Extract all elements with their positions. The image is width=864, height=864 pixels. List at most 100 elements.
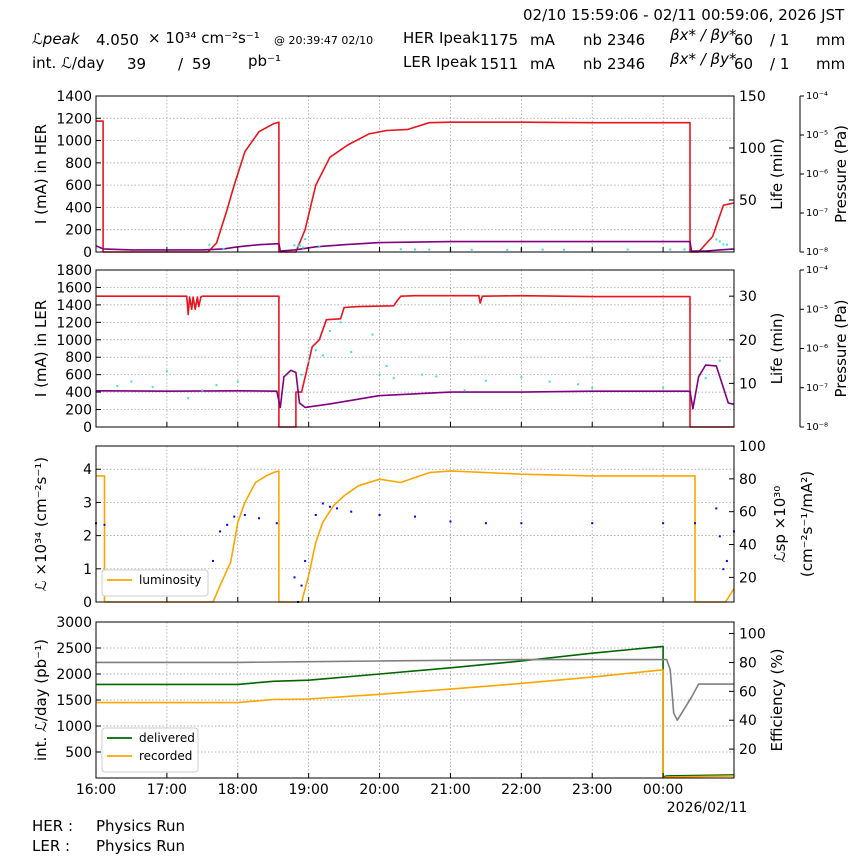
ler-nb-label: nb — [583, 55, 603, 73]
ler-ipeak-unit: mA — [530, 55, 555, 73]
her-pressure-tick-label: 10⁻⁵ — [806, 130, 828, 141]
ler-pressure-tick-label: 10⁻⁸ — [806, 422, 828, 433]
luminosity-specific-point — [591, 522, 594, 525]
her-pressure-tick-label: 10⁻⁸ — [806, 247, 828, 258]
integrated-ytick-label: 2000 — [56, 667, 92, 683]
luminosity-specific-point — [520, 522, 523, 525]
ler-pressure-point — [187, 397, 190, 400]
her-beta-y: / 1 — [770, 31, 790, 49]
luminosity-ytick-label: 2 — [83, 529, 92, 545]
x-tick-label: 16:00 — [76, 782, 116, 798]
ler-pressure-point — [371, 333, 374, 336]
ler-beta-label: βx* / βy* — [670, 50, 737, 68]
ler-pressure-point — [201, 389, 204, 392]
x-tick-label: 23:00 — [572, 782, 612, 798]
ler-pressure-point — [662, 386, 665, 389]
her-pressure-point — [541, 248, 544, 251]
integrated-efficiency-line — [96, 658, 734, 722]
her-ytick-label: 1200 — [56, 111, 92, 127]
her-status-label: HER : — [32, 817, 74, 835]
int-lumi-slash: / — [178, 55, 184, 73]
luminosity-y2label-units: (cm⁻²s⁻¹/mA²) — [798, 471, 816, 577]
ler-ytick-label: 1200 — [56, 315, 92, 331]
ler-pressure-tick-label: 10⁻⁷ — [806, 383, 828, 394]
luminosity-y2label: ℒsp ×10³⁰ — [771, 486, 789, 563]
luminosity-ytick-label: 0 — [83, 595, 92, 611]
x-tick-label: 21:00 — [430, 782, 470, 798]
ler-pressure-point — [328, 330, 331, 333]
her-frame — [95, 95, 735, 253]
her-pressure-point — [715, 238, 718, 241]
luminosity-specific-point — [350, 510, 353, 513]
luminosity-specific-point — [336, 507, 339, 510]
lpeak-unit: × 10³⁴ cm⁻²s⁻¹ — [148, 29, 260, 47]
her-pressure-point — [293, 244, 296, 247]
luminosity-specific-point — [293, 576, 296, 579]
integrated-y2tick-label: 40 — [739, 713, 757, 729]
integrated-y2tick-label: 100 — [739, 627, 766, 643]
her-pressure-point — [722, 243, 725, 246]
luminosity-specific-point — [715, 507, 718, 510]
integrated-y2label: Efficiency (%) — [768, 649, 786, 752]
integrated-y2tick-label: 60 — [739, 684, 757, 700]
ler-beta-x: 60 — [734, 55, 754, 73]
her-y2tick-label: 150 — [739, 89, 766, 105]
ler-pressure-tick-label: 10⁻⁴ — [806, 265, 828, 276]
luminosity-specific-point — [722, 568, 725, 571]
her-pressure-point — [399, 248, 402, 251]
ler-ylabel: I (mA) in LER — [32, 300, 50, 397]
ler-pressure-point — [484, 379, 487, 382]
luminosity-specific-point — [258, 517, 261, 520]
ler-ytick-label: 800 — [65, 350, 92, 366]
lpeak-time: @ 20:39:47 02/10 — [274, 34, 374, 47]
ler-ytick-label: 1600 — [56, 280, 92, 296]
her-nb-value: 2346 — [607, 31, 646, 49]
her-pressure-point — [626, 248, 629, 251]
ler-ytick-label: 1400 — [56, 298, 92, 314]
integrated-y2tick-label: 80 — [739, 655, 757, 671]
ler-pressure-point — [421, 373, 424, 376]
her-beta-label: βx* / βy* — [670, 26, 737, 44]
ler-pressure-point — [392, 377, 395, 380]
ler-y2tick-label: 20 — [739, 333, 757, 349]
luminosity-specific-point — [321, 502, 324, 505]
ler-ytick-label: 400 — [65, 385, 92, 401]
luminosity-specific-point — [103, 523, 106, 526]
x-tick-label: 18:00 — [218, 782, 258, 798]
her-pressure-point — [669, 248, 672, 251]
luminosity-specific-point — [414, 515, 416, 518]
integrated-ylabel: int. ℒ/day (pb⁻¹) — [32, 639, 50, 761]
ler-pressure-point — [130, 380, 133, 383]
her-pressure-point — [414, 248, 416, 251]
luminosity-specific-point — [226, 523, 229, 526]
ler-pressure-point — [215, 384, 218, 387]
her-y2label: Life (min) — [768, 138, 786, 210]
ler-ytick-label: 1000 — [56, 333, 92, 349]
her-ylabel: I (mA) in HER — [32, 124, 50, 224]
luminosity-y2tick-label: 20 — [739, 570, 757, 586]
ler-pressure-point — [385, 364, 388, 367]
her-ytick-label: 1400 — [56, 89, 92, 105]
her-ipeak-value: 1175 — [480, 31, 519, 49]
luminosity-luminosity-line — [96, 470, 735, 603]
luminosity-ytick-label: 3 — [83, 495, 92, 511]
ler-nb-value: 2346 — [607, 55, 646, 73]
integrated-ytick-label: 500 — [65, 745, 92, 761]
integrated-y2tick-label: 20 — [739, 742, 757, 758]
her-pressure-point — [301, 246, 304, 249]
ler-current-line — [96, 294, 734, 428]
ler-pressure-point — [116, 385, 119, 388]
ler-frame — [95, 269, 735, 428]
integrated-legend-label-delivered: delivered — [139, 731, 195, 745]
ler-pressure-point — [520, 376, 523, 379]
luminosity-specific-point — [328, 505, 331, 508]
luminosity-specific-point — [314, 513, 317, 516]
integrated-ytick-label: 1000 — [56, 719, 92, 735]
her-beta-unit: mm — [816, 31, 846, 49]
her-pressure-tick-label: 10⁻⁷ — [806, 208, 828, 219]
luminosity-y2tick-label: 40 — [739, 538, 757, 554]
her-pressure-point — [428, 248, 431, 251]
lpeak-label: ℒpeak — [32, 30, 80, 48]
luminosity-specific-point — [243, 513, 246, 516]
